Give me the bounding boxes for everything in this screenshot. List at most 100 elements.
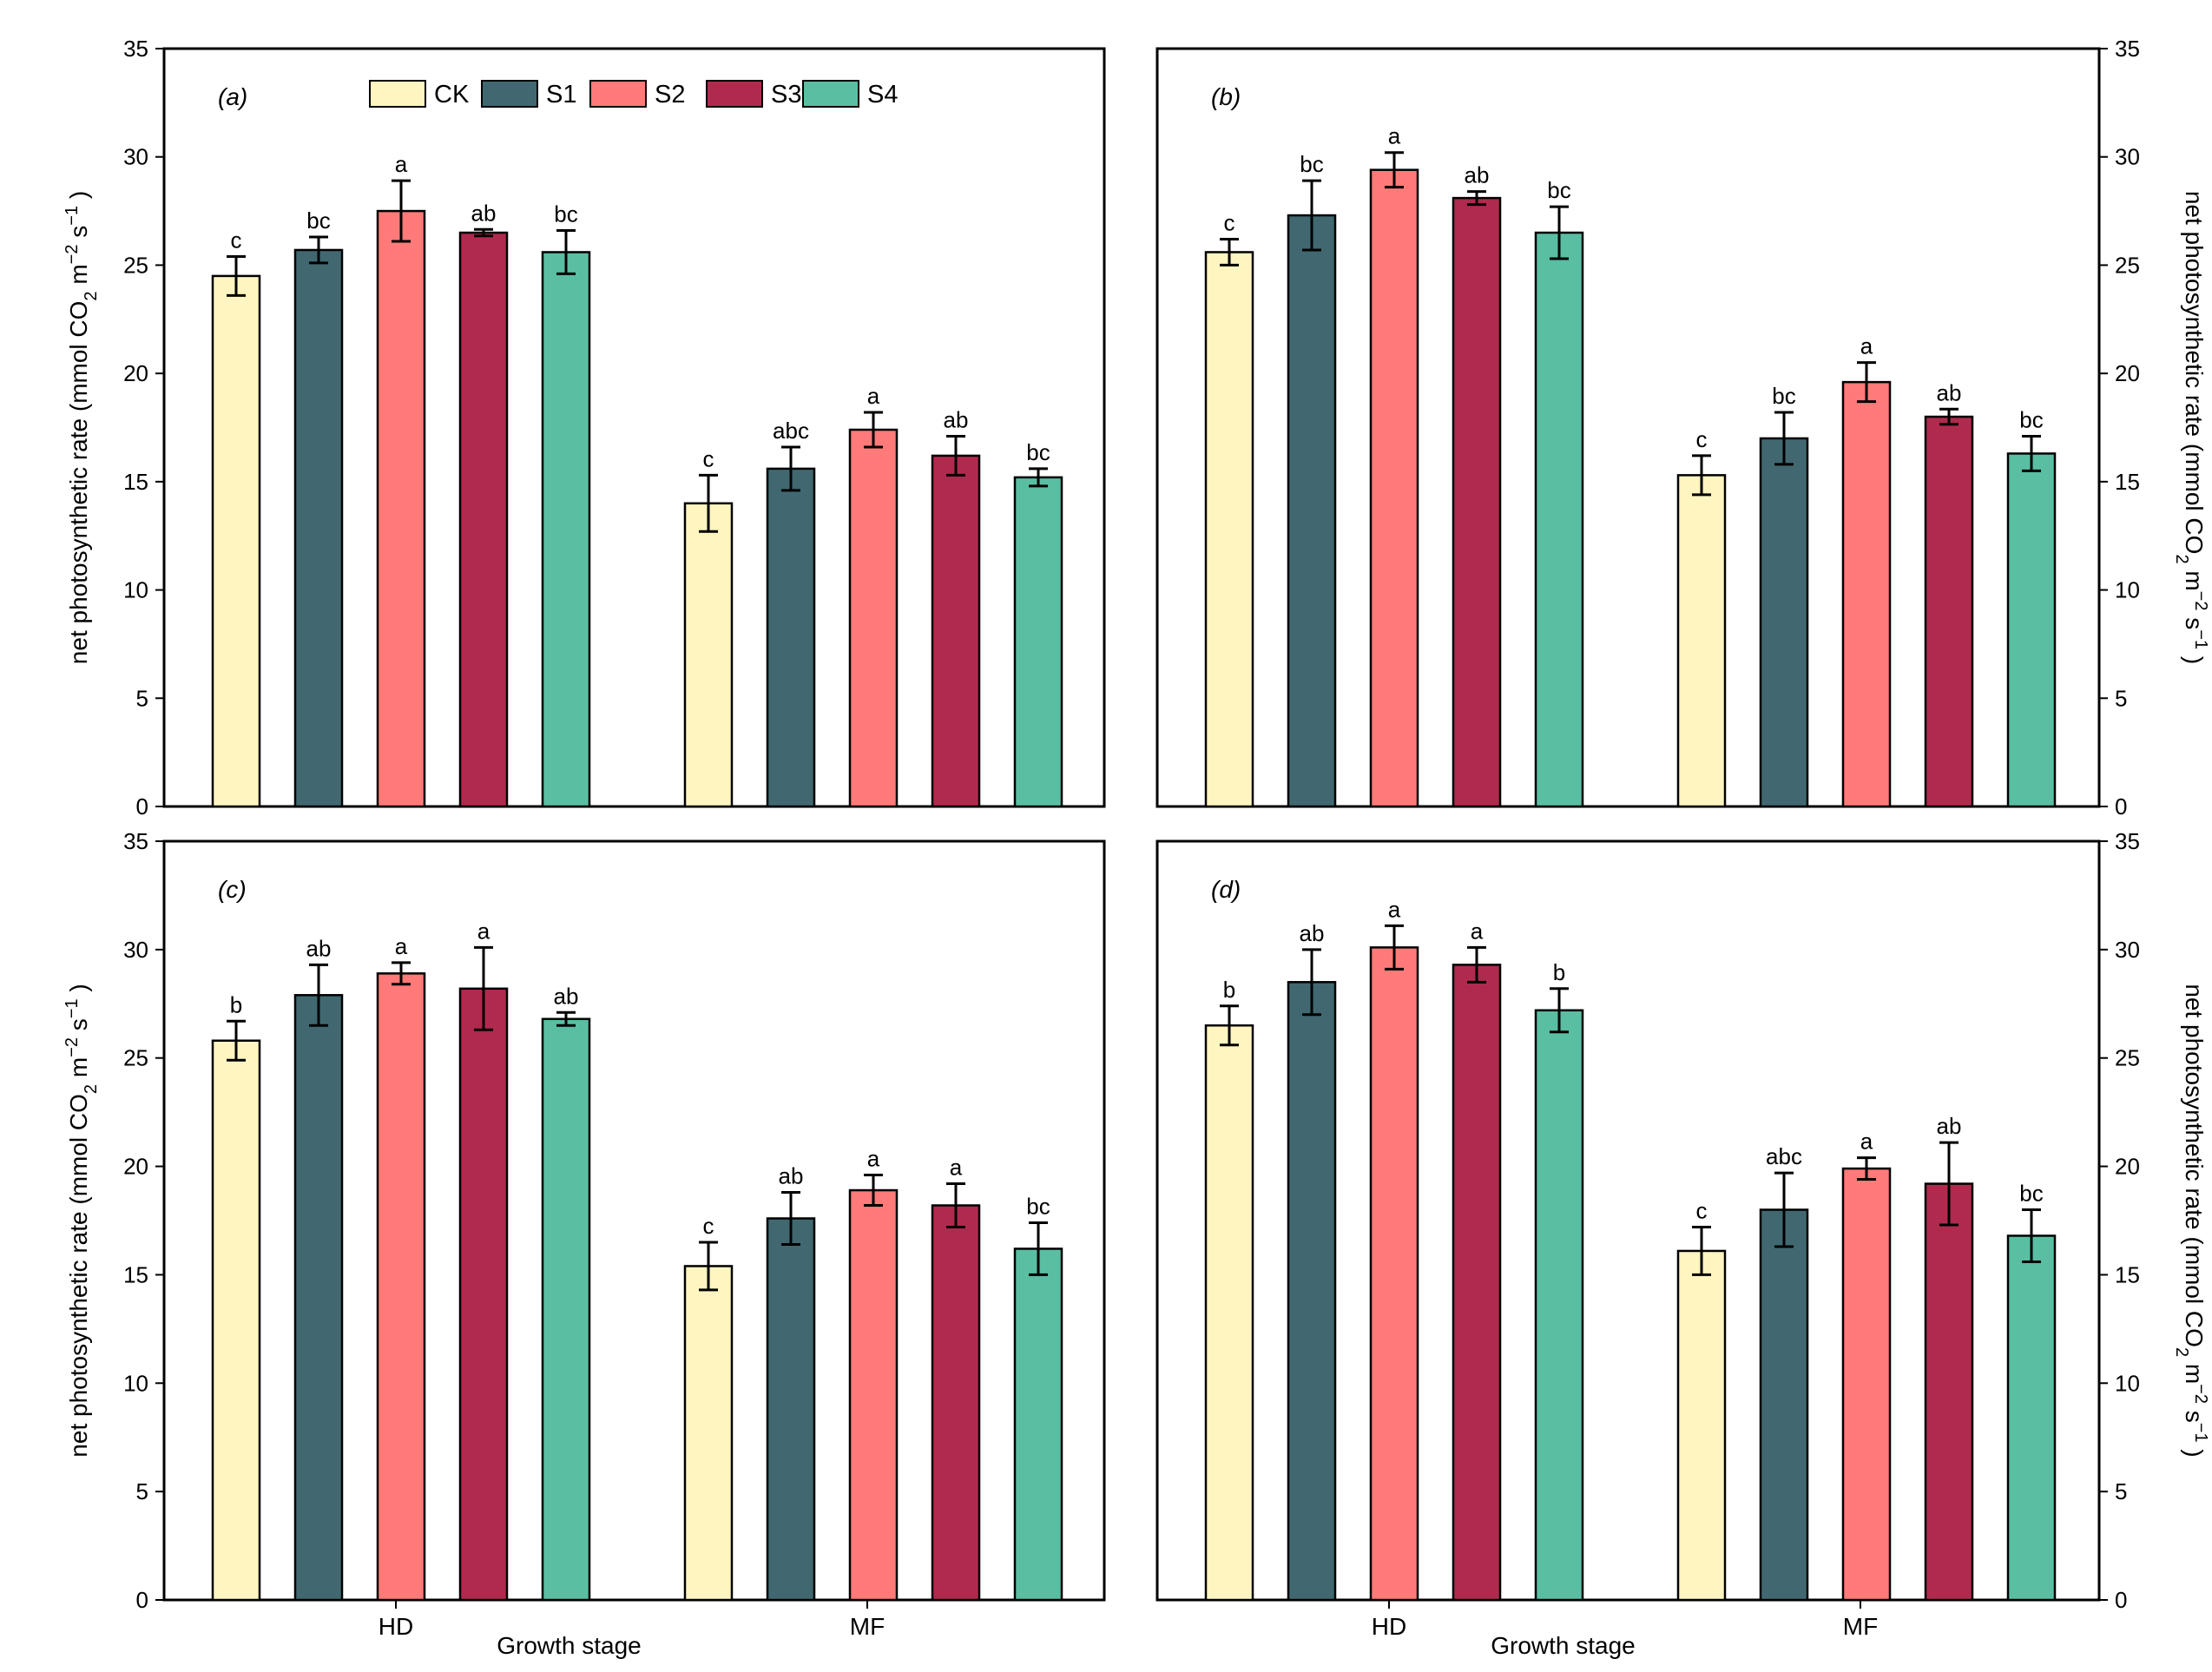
bar-S3-HD (458, 231, 509, 808)
y-axis-title-text: net photosynthetic rate (mmol CO (2181, 191, 2208, 555)
legend-swatch-S3 (706, 80, 763, 108)
x-category-label: HD (379, 1613, 413, 1640)
bar-S2-HD (1369, 168, 1419, 808)
y-tick-label: 0 (136, 1587, 148, 1613)
significance-letter: b (1553, 959, 1565, 985)
significance-letter: c (231, 227, 242, 253)
x-category-label: MF (850, 1613, 885, 1640)
legend: CK S1 S2 S3 S4 (369, 80, 898, 109)
y-tick-label: 30 (123, 144, 148, 170)
y-tick-label: 15 (123, 1261, 148, 1287)
significance-letter: a (1860, 333, 1873, 359)
panel-b: 0 5 10 15 20 25 30 35 net photosynthetic rate (m… (1155, 36, 2210, 820)
significance-letter: a (950, 1155, 963, 1181)
bar-S4-HD (541, 251, 591, 808)
y-tick-label: 15 (2115, 469, 2140, 495)
significance-letter: a (867, 1146, 880, 1172)
y-tick-label: 25 (123, 1045, 148, 1071)
y-tick-label: 35 (2115, 36, 2140, 62)
significance-letter: ab (1937, 1113, 1962, 1139)
y-axis-title-text: net photosynthetic rate (mmol CO (65, 301, 92, 665)
significance-letter: a (395, 933, 408, 959)
y-tick-label: 30 (2115, 937, 2140, 963)
y-tick-label: 15 (2115, 1261, 2140, 1287)
plot-frame (1155, 47, 2101, 808)
significance-letter: ab (944, 406, 969, 432)
legend-swatch-S1 (481, 80, 538, 108)
significance-letter: ab (471, 200, 497, 226)
y-tick-label: 5 (2115, 685, 2127, 711)
panel-d: 0 5 10 15 20 25 30 35 net photosynthetic rate (m… (1155, 828, 2210, 1659)
y-axis-title-subscript: 2 (82, 291, 101, 300)
y-axis-title-unit: m (65, 264, 92, 291)
bar-S2-MF (848, 428, 899, 808)
significance-letter: ab (779, 1163, 804, 1189)
plot-frame (1155, 839, 2101, 1602)
bar-CK-MF (1676, 1249, 1727, 1602)
y-tick-label: 5 (2115, 1478, 2127, 1504)
y-tick-label: 20 (2115, 360, 2140, 386)
y-tick-label: 20 (2115, 1154, 2140, 1180)
bar-S4-MF (1013, 1247, 1063, 1602)
significance-letter: bc (1026, 439, 1050, 465)
y-axis-title: net photosynthetic rate (mmol CO2 m−2 s−… (2172, 191, 2210, 664)
bar-S1-HD (1287, 214, 1337, 808)
bar-CK-HD (211, 1039, 261, 1602)
significance-letter: a (867, 383, 880, 409)
significance-letter: bc (1026, 1193, 1050, 1219)
x-axis-title: Growth stage (497, 1632, 642, 1659)
plot-frame (162, 839, 1106, 1602)
y-tick-label: 35 (123, 36, 148, 62)
y-tick-label: 0 (2115, 1587, 2127, 1613)
bar-CK-HD (211, 274, 261, 808)
significance-letter: bc (1300, 151, 1323, 177)
y-axis-title-subscript: 2 (82, 1084, 101, 1094)
y-axis-title-unit: s (2181, 610, 2208, 629)
y-axis-title-unit: ) (65, 191, 92, 206)
panel-a: 0 5 10 15 20 25 30 35 net photosynthetic rate (m… (63, 36, 1106, 820)
y-axis-title-superscript: −2 (63, 245, 82, 265)
panel-c: 0 5 10 15 20 25 30 35 net photosynthetic rate (m… (63, 828, 1106, 1659)
bar-S1-MF (1759, 1208, 1809, 1602)
y-axis-title-unit: m (2181, 564, 2208, 591)
bar-CK-MF (683, 502, 734, 808)
significance-letter: a (395, 151, 408, 177)
significance-letter: a (1388, 123, 1401, 149)
panel-label: (a) (218, 83, 247, 110)
bar-S2-MF (1841, 1167, 1892, 1602)
bar-S4-HD (1534, 231, 1584, 808)
y-axis-title-superscript: −1 (2191, 1423, 2210, 1443)
significance-letter: bc (1772, 383, 1795, 409)
significance-letter: c (1696, 426, 1708, 452)
y-tick-label: 30 (2115, 144, 2140, 170)
significance-letter: a (1471, 918, 1484, 944)
y-axis-title-text: net photosynthetic rate (mmol CO (65, 1094, 92, 1458)
y-tick-label: 25 (2115, 1045, 2140, 1071)
y-axis-title-superscript: −2 (63, 1037, 82, 1057)
significance-letter: ab (1937, 379, 1962, 405)
y-tick-label: 5 (136, 685, 148, 711)
bar-CK-MF (683, 1265, 734, 1602)
significance-letter: b (1223, 977, 1235, 1003)
bar-S1-MF (1759, 437, 1809, 808)
y-tick-label: 15 (123, 469, 148, 495)
y-axis-title: net photosynthetic rate (mmol CO2 m−2 s−… (63, 984, 101, 1457)
bar-S3-HD (458, 987, 509, 1602)
legend-label-S2: S2 (655, 81, 685, 109)
bar-S2-MF (1841, 380, 1892, 808)
x-axis-title: Growth stage (1491, 1632, 1636, 1659)
y-tick-label: 5 (136, 1478, 148, 1504)
y-tick-label: 10 (123, 577, 148, 603)
y-axis-title-unit: ) (65, 984, 92, 998)
bar-S2-HD (376, 209, 426, 808)
y-tick-label: 10 (2115, 577, 2140, 603)
bar-S4-MF (1013, 476, 1063, 808)
panel-label: (b) (1211, 83, 1241, 110)
bar-S4-HD (541, 1017, 591, 1602)
significance-letter: ab (1300, 920, 1325, 946)
y-axis-title-unit: s (2181, 1404, 2208, 1423)
bar-S3-MF (1924, 415, 1974, 808)
bar-S1-MF (766, 1217, 816, 1602)
bar-S2-HD (1369, 946, 1419, 1602)
y-tick-label: 35 (123, 828, 148, 854)
